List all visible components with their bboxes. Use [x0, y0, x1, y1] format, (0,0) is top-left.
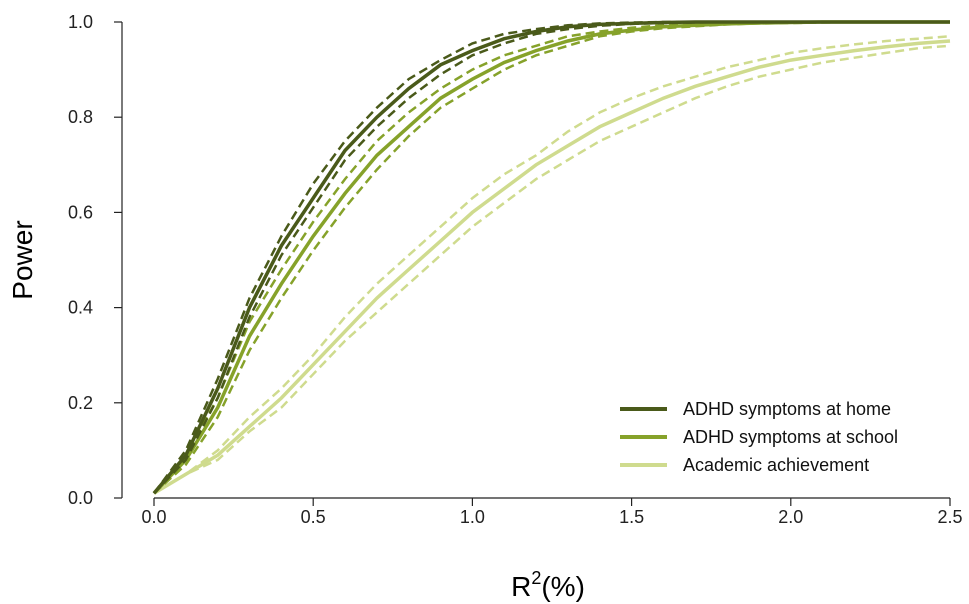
x-tick-label: 0.5	[301, 507, 326, 527]
y-ticks: 0.0 0.2 0.4 0.6 0.8 1.0	[68, 12, 122, 508]
legend-label-1: ADHD symptoms at home	[683, 399, 891, 419]
series-1-line	[152, 20, 950, 495]
y-tick-label: 0.4	[68, 298, 93, 318]
y-tick-label: 0.6	[68, 202, 93, 222]
plot-lines	[152, 20, 951, 495]
y-tick-label: 0.8	[68, 107, 93, 127]
series-3-ci-upper	[153, 35, 951, 495]
legend-label-3: Academic achievement	[683, 455, 869, 475]
series-3-ci-lower	[153, 44, 951, 495]
y-axis-title: Power	[7, 220, 38, 299]
x-axis-title-sup: 2	[531, 568, 541, 588]
y-tick-label: 1.0	[68, 12, 93, 32]
y-tick-label: 0.2	[68, 393, 93, 413]
x-ticks: 0.0 0.5 1.0 1.5 2.0 2.5	[141, 498, 963, 527]
series-2-ci-lower	[153, 20, 950, 495]
series-3-line	[153, 39, 951, 495]
x-axis-title: R2(%)	[511, 568, 585, 602]
y-tick-label: 0.0	[68, 488, 93, 508]
x-tick-label: 1.0	[460, 507, 485, 527]
axes	[121, 22, 950, 499]
x-axis-title-base: R	[511, 571, 531, 602]
x-tick-label: 0.0	[141, 507, 166, 527]
legend-label-2: ADHD symptoms at school	[683, 427, 898, 447]
x-axis-title-rest: (%)	[541, 571, 585, 602]
legend: ADHD symptoms at home ADHD symptoms at sc…	[620, 399, 898, 475]
x-tick-label: 1.5	[619, 507, 644, 527]
x-tick-label: 2.0	[778, 507, 803, 527]
x-tick-label: 2.5	[937, 507, 962, 527]
